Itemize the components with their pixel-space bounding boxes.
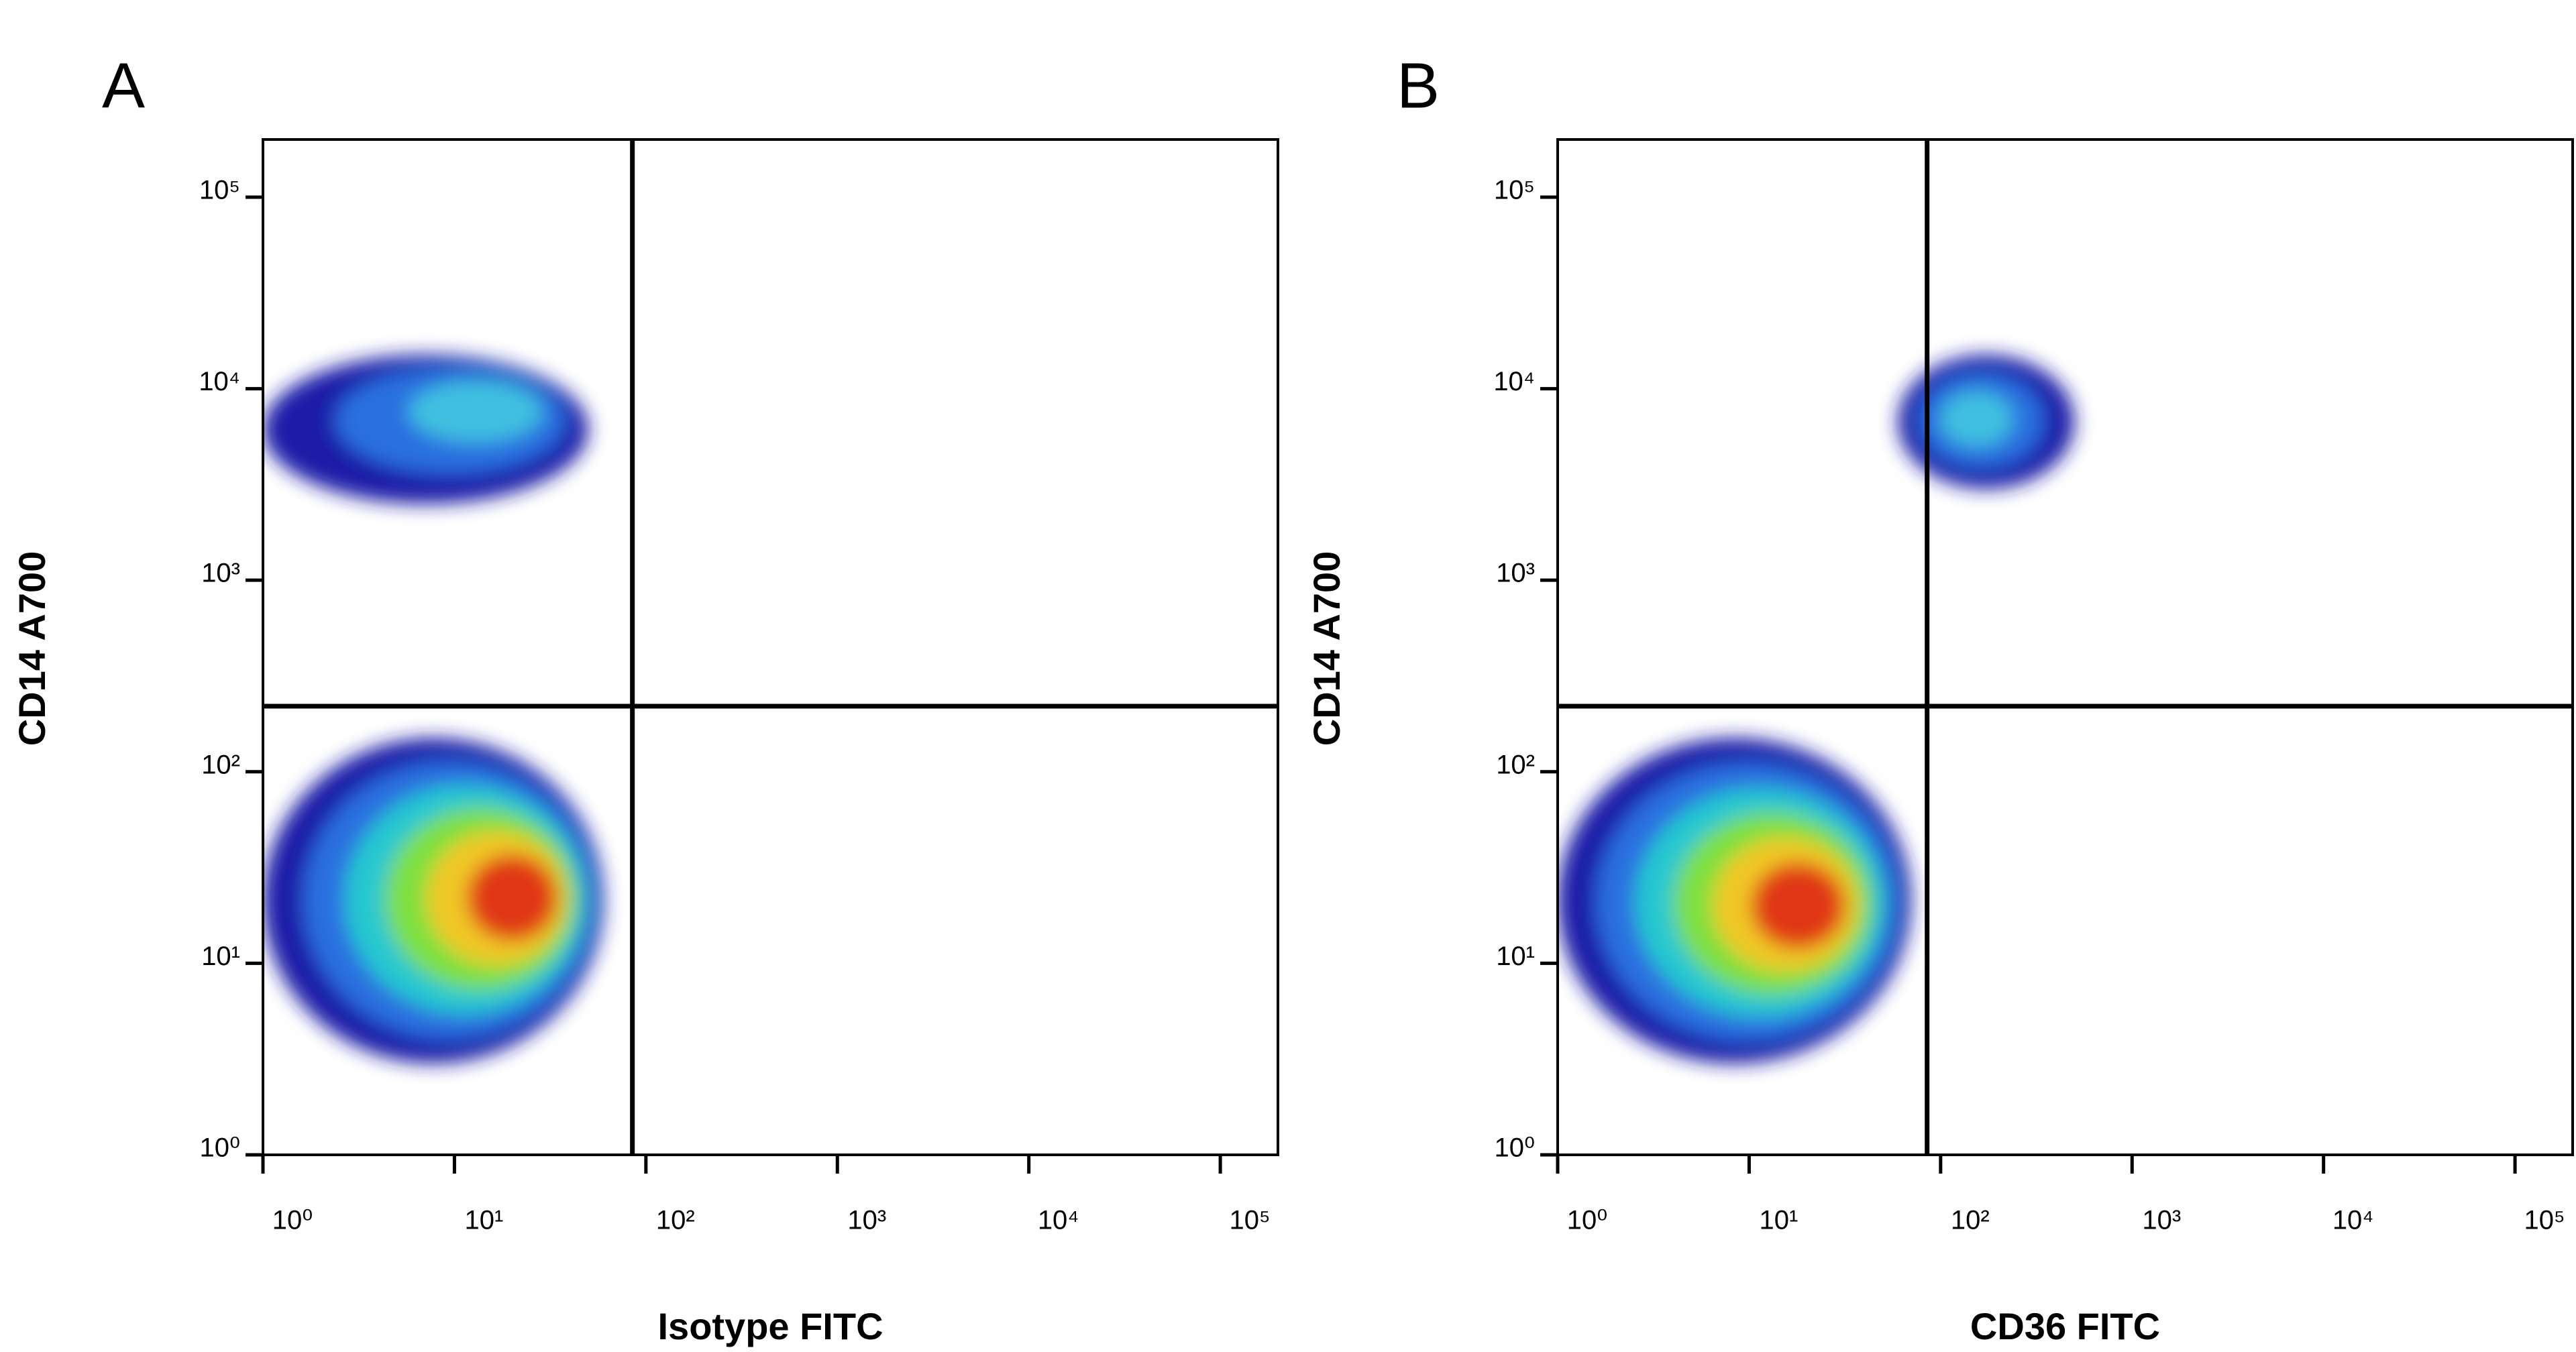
y-tick-label: 10⁵ (199, 176, 240, 205)
x-tick-label: 10¹ (465, 1206, 504, 1235)
population-density-level (408, 380, 543, 443)
x-tick-label: 10¹ (1760, 1206, 1799, 1235)
y-tick-label: 10³ (1496, 559, 1535, 588)
x-tick-label: 10⁵ (2524, 1206, 2565, 1235)
y-tick-label: 10⁰ (1494, 1133, 1535, 1163)
y-tick-label: 10⁴ (1493, 367, 1535, 396)
density-cloud (1558, 355, 2075, 1064)
x-tick-label: 10² (1951, 1206, 1990, 1235)
x-axis-label: CD36 FITC (1970, 1305, 2160, 1347)
y-axis-label: CD14 A700 (11, 551, 53, 746)
y-tick-label: 10⁴ (199, 367, 240, 396)
panel-letter: A (102, 50, 145, 121)
y-axis-label: CD14 A700 (1305, 551, 1348, 746)
plot-frame (1556, 138, 2574, 1156)
y-tick-label: 10² (1496, 750, 1535, 779)
x-tick-label: 10⁴ (1038, 1206, 1079, 1235)
plot-area (1558, 355, 2075, 1064)
x-tick-label: 10⁰ (272, 1206, 313, 1235)
plot-frame (262, 138, 1279, 1156)
y-tick-label: 10¹ (201, 942, 240, 971)
x-tick-label: 10³ (847, 1206, 886, 1235)
x-tick-label: 10² (656, 1206, 695, 1235)
y-tick-label: 10⁵ (1494, 176, 1535, 205)
population-density-level (466, 854, 558, 942)
y-tick-label: 10¹ (1496, 942, 1535, 971)
x-tick-label: 10⁵ (1230, 1206, 1271, 1235)
density-cloud (263, 355, 604, 1064)
y-tick-label: 10⁰ (199, 1133, 240, 1163)
x-axis-label: Isotype FITC (657, 1305, 883, 1347)
population-density-level (1940, 391, 2013, 447)
x-tick-label: 10⁴ (2332, 1206, 2374, 1235)
y-tick-label: 10² (201, 750, 240, 779)
population-density-level (1751, 862, 1845, 950)
y-tick-label: 10³ (201, 559, 240, 588)
x-tick-label: 10³ (2142, 1206, 2181, 1235)
x-tick-label: 10⁰ (1567, 1206, 1608, 1235)
panel-letter: B (1397, 50, 1440, 121)
plot-area (263, 355, 604, 1064)
